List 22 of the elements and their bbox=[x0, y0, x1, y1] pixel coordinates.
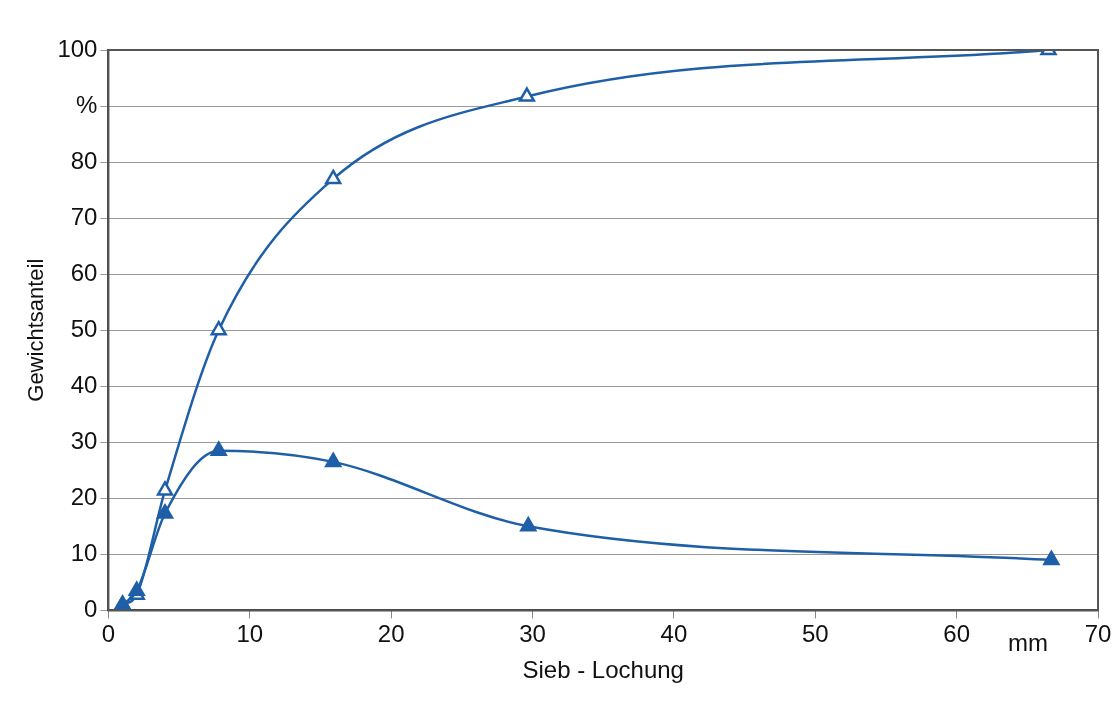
y-tick-label: 0 bbox=[84, 595, 98, 623]
x-tick-label: 0 bbox=[101, 620, 116, 648]
y-tick-label: 50 bbox=[70, 314, 98, 342]
y-tick-label: 40 bbox=[70, 370, 98, 398]
text: mm bbox=[1008, 629, 1048, 657]
x-tick-label: 70 bbox=[1084, 620, 1112, 648]
x-tick-label: 30 bbox=[519, 620, 546, 648]
x-tick-label: 50 bbox=[801, 620, 829, 648]
y-tick-label: 60 bbox=[70, 258, 98, 286]
x-tick-label: 40 bbox=[660, 620, 688, 648]
y-axis-title: Gewichtsanteil bbox=[23, 258, 49, 402]
y-tick-label: 100 bbox=[57, 34, 98, 62]
x-tick-label: 60 bbox=[943, 620, 970, 648]
x-axis-title: Sieb - Lochung bbox=[522, 656, 684, 684]
y-tick-label: % bbox=[76, 90, 98, 118]
x-tick-label: 20 bbox=[377, 620, 405, 648]
y-tick-label: 20 bbox=[70, 482, 98, 510]
y-tick-label: 70 bbox=[70, 202, 98, 230]
y-tick-label: 30 bbox=[70, 426, 98, 454]
y-tick-label: 10 bbox=[70, 538, 98, 566]
x-tick-label: 10 bbox=[236, 620, 264, 648]
y-tick-label: 80 bbox=[70, 146, 98, 174]
